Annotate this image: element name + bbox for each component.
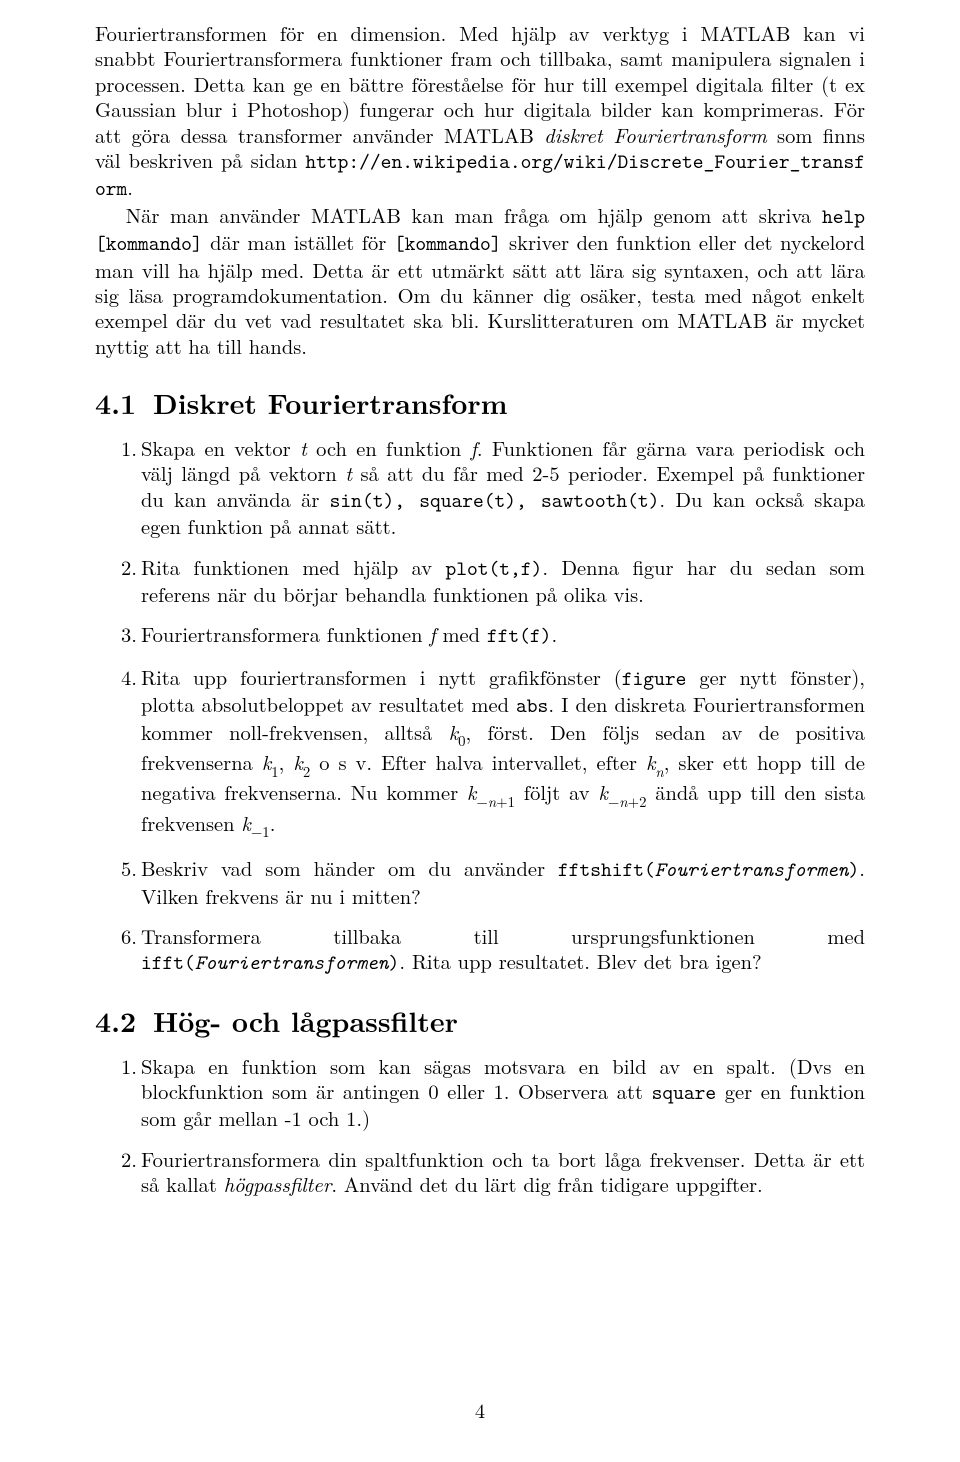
list-item: Skapa en vektor t och en funktion f. Fun…	[141, 435, 865, 539]
text: Rita upp fouriertransformen i nytt grafi…	[141, 662, 622, 691]
code: ifft(	[141, 949, 195, 976]
math: k	[467, 777, 476, 806]
paragraph-help: När man använder MATLAB kan man fråga om…	[95, 202, 865, 358]
section-heading-4-2: 4.2Hög- och lågpassfilter	[95, 1004, 865, 1039]
code-italic: Fouriertransformen	[195, 949, 389, 976]
text: . Använd det du lärt dig från tidigare u…	[331, 1169, 762, 1198]
text: .	[127, 172, 133, 201]
subscript: n	[655, 761, 663, 782]
math: k	[449, 717, 458, 746]
text: .	[270, 808, 276, 837]
math: k	[262, 747, 271, 776]
code: sin(t), square(t), sawtooth(t)	[330, 487, 660, 514]
math: k	[646, 747, 655, 776]
code: [kommando]	[394, 230, 502, 257]
text: där man istället för	[203, 227, 394, 256]
section-title: Hög- och lågpassfilter	[153, 1001, 458, 1041]
text: Beskriv vad som händer om du använder	[141, 853, 558, 882]
text: . Rita upp resultatet. Blev det bra igen…	[399, 946, 761, 975]
code: )	[389, 949, 400, 976]
list-item: Beskriv vad som händer om du använder ff…	[141, 855, 865, 908]
ordered-list-4-2: Skapa en funktion som kan sägas motsvara…	[95, 1053, 865, 1197]
list-item: Rita upp fouriertransformen i nytt grafi…	[141, 664, 865, 840]
list-item: Transformera tillbaka till ursprungsfunk…	[141, 923, 865, 976]
section-number: 4.1	[95, 386, 153, 421]
list-item: Rita funktionen med hjälp av plot(t,f). …	[141, 554, 865, 607]
code: fft(f)	[487, 622, 552, 649]
text: ,	[279, 747, 294, 776]
section-heading-4-1: 4.1Diskret Fouriertransform	[95, 386, 865, 421]
subscript: 1	[271, 761, 278, 782]
text: Rita funktionen med hjälp av	[141, 552, 445, 581]
document-page: Fouriertransformen för en dimension. Med…	[0, 0, 960, 1462]
list-item: Skapa en funktion som kan sägas motsvara…	[141, 1053, 865, 1131]
subscript: −n+2	[608, 791, 647, 812]
code: figure	[622, 665, 687, 692]
page-number: 4	[0, 1397, 960, 1422]
text: med	[436, 619, 487, 648]
math: k	[293, 747, 302, 776]
section-number: 4.2	[95, 1004, 153, 1039]
text: När man använder MATLAB kan man fråga om…	[126, 200, 822, 229]
text: o s v. Efter halva intervallet, efter	[310, 747, 646, 776]
italic-term: högpassfilter	[224, 1169, 332, 1198]
subscript: 0	[458, 730, 465, 751]
text: Fouriertransformera funktionen	[141, 619, 429, 648]
subscript: −n+1	[476, 791, 515, 812]
math: k	[241, 808, 250, 837]
code-italic: Fouriertransformen	[655, 856, 849, 883]
code: fftshift(	[558, 856, 655, 883]
math: t	[345, 458, 352, 487]
code: abs	[516, 692, 548, 719]
code: square	[652, 1079, 717, 1106]
paragraph-intro: Fouriertransformen för en dimension. Med…	[95, 20, 865, 202]
subscript: 2	[303, 761, 310, 782]
subscript: −1	[251, 821, 270, 842]
math: k	[598, 777, 607, 806]
text: följt av	[515, 777, 598, 806]
list-item: Fouriertransformera funktionen f med fft…	[141, 621, 865, 648]
code: plot(t,f)	[445, 555, 542, 582]
list-item: Fouriertransformera din spaltfunktion oc…	[141, 1146, 865, 1197]
section-title: Diskret Fouriertransform	[153, 383, 507, 423]
ordered-list-4-1: Skapa en vektor t och en funktion f. Fun…	[95, 435, 865, 976]
text: .	[551, 619, 557, 648]
code: )	[849, 856, 860, 883]
italic-term: diskret Fouriertransform	[544, 120, 767, 149]
